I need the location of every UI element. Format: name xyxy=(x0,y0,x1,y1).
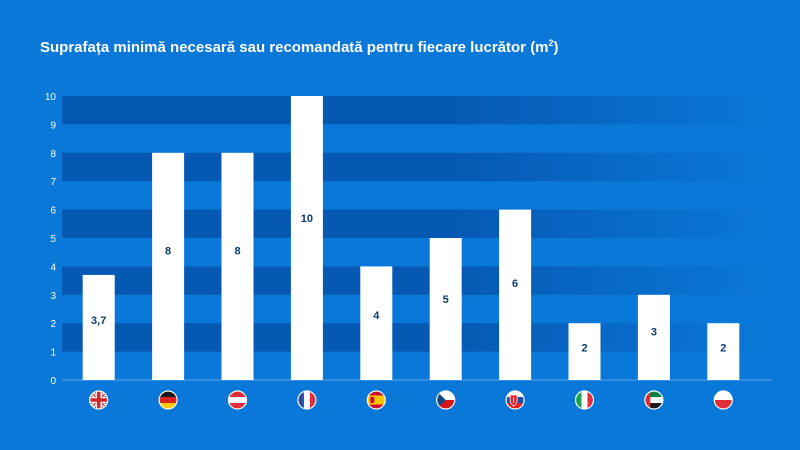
bar-flag-spain xyxy=(360,266,393,380)
bar-value-label: 2 xyxy=(720,343,726,355)
flag-czech-republic-icon xyxy=(436,390,456,410)
y-tick-label: 1 xyxy=(50,348,56,359)
bar-flag-czech-republic xyxy=(429,238,462,380)
y-tick-label: 3 xyxy=(50,291,56,302)
flag-italy-icon xyxy=(574,390,595,410)
y-tick-label: 6 xyxy=(50,206,56,217)
y-tick-label: 4 xyxy=(50,262,56,273)
y-tick-label: 8 xyxy=(50,149,56,160)
flag-poland-icon xyxy=(713,390,733,410)
bar-value-label: 10 xyxy=(301,213,313,225)
bar-flag-germany xyxy=(152,152,185,380)
bar-value-label: 3 xyxy=(651,326,657,338)
bar-flag-france xyxy=(290,96,323,380)
flag-germany-icon xyxy=(158,390,178,410)
bar-flag-uae xyxy=(637,294,670,380)
y-tick-label: 10 xyxy=(45,92,57,103)
flag-austria-icon xyxy=(227,390,248,410)
bar-value-label: 8 xyxy=(165,245,171,257)
bar-value-label: 8 xyxy=(234,245,240,257)
flag-uae-icon xyxy=(644,390,664,410)
bar-flag-austria xyxy=(221,152,254,380)
bar-value-label: 6 xyxy=(512,278,518,290)
bar-value-label: 2 xyxy=(581,343,587,355)
bar-flag-poland xyxy=(707,323,740,380)
flag-spain-icon xyxy=(366,390,386,410)
flag-france-icon xyxy=(297,390,317,410)
bar-flag-uk xyxy=(82,274,115,380)
bar-value-label: 3,7 xyxy=(91,315,106,327)
bar-flag-italy xyxy=(568,323,601,380)
y-tick-label: 9 xyxy=(50,120,56,131)
bar-value-label: 5 xyxy=(443,294,449,306)
flag-slovakia-icon xyxy=(505,390,525,410)
flag-uk-icon xyxy=(89,390,109,410)
bar-flag-slovakia xyxy=(499,209,532,380)
chart-title-superscript: 2 xyxy=(548,38,554,48)
y-tick-label: 2 xyxy=(50,319,56,330)
chart-title-text: Suprafața minimă necesară sau recomandat… xyxy=(40,39,549,56)
chart-title: Suprafața minimă necesară sau recomandat… xyxy=(40,38,559,56)
y-tick-label: 0 xyxy=(50,376,56,387)
bar-value-label: 4 xyxy=(373,310,380,322)
grid-band xyxy=(62,96,772,125)
y-tick-label: 7 xyxy=(50,177,56,188)
chart-title-close: ) xyxy=(553,39,559,56)
y-tick-label: 5 xyxy=(50,234,56,245)
